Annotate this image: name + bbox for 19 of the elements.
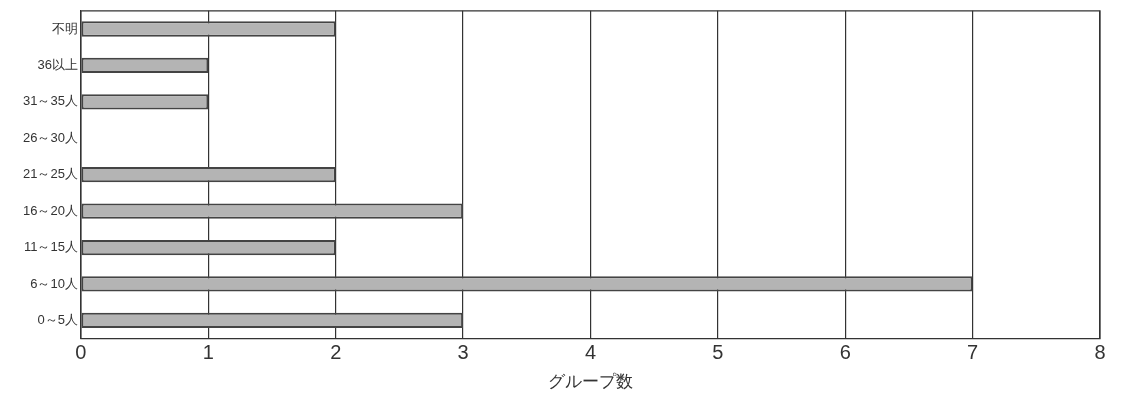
x-tick-label: 4 bbox=[584, 341, 597, 364]
x-tick-label: 2 bbox=[330, 341, 342, 364]
y-tick-label: 不明 bbox=[51, 20, 78, 36]
y-tick-label: 21～25人 bbox=[23, 166, 78, 182]
y-tick-label: 31～35人 bbox=[23, 93, 78, 109]
x-tick-label: 3 bbox=[457, 341, 469, 364]
y-tick-label: 0～5人 bbox=[37, 311, 78, 327]
y-tick-label: 11～15人 bbox=[23, 239, 78, 255]
x-tick-label: 7 bbox=[967, 341, 979, 364]
x-axis-title: グループ数 bbox=[547, 372, 633, 392]
y-tick-label: 26～30人 bbox=[23, 129, 78, 145]
x-tick-label: 0 bbox=[75, 341, 87, 364]
x-tick-label: 5 bbox=[712, 341, 724, 364]
x-tick-label: 6 bbox=[839, 341, 851, 364]
x-tick-label: 1 bbox=[202, 341, 214, 364]
y-tick-label: 36以上 bbox=[37, 57, 78, 73]
x-tick-label: 8 bbox=[1094, 341, 1106, 364]
y-tick-label: 16～20人 bbox=[23, 202, 78, 218]
y-tick-label: 6～10人 bbox=[30, 275, 78, 291]
